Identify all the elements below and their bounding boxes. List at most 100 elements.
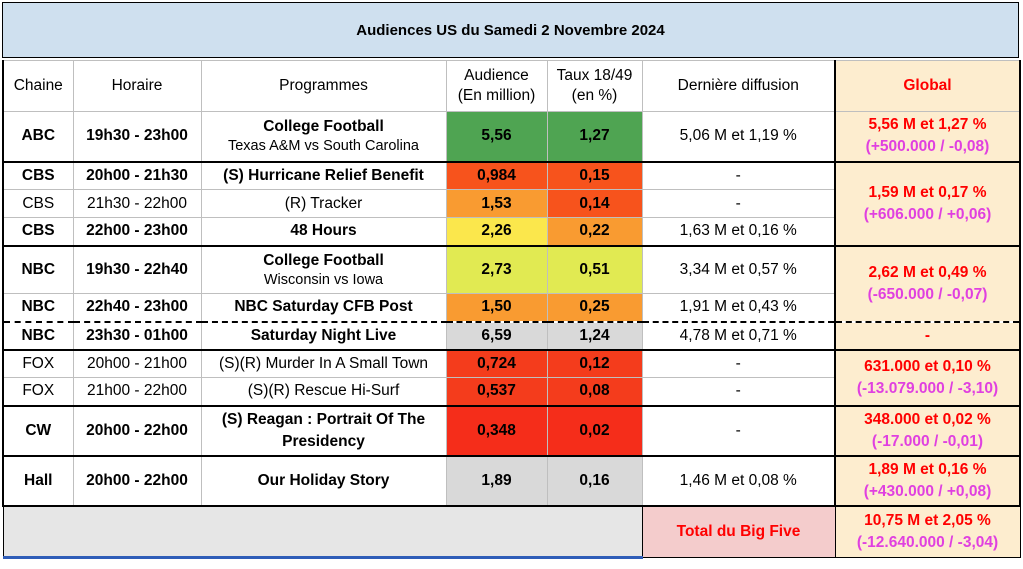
cell-derniere: 3,34 M et 0,57 %: [641, 245, 836, 294]
cell-taux: 1,24: [546, 320, 643, 351]
cell-derniere: 1,46 M et 0,08 %: [641, 455, 836, 507]
global-abc-delta: (+500.000 / -0,08): [865, 138, 990, 156]
cell-audience: 6,59: [445, 320, 548, 351]
cell-taux: 0,14: [546, 189, 643, 218]
cell-horaire: 20h00 - 22h00: [72, 455, 202, 507]
cell-horaire: 19h30 - 22h40: [72, 245, 202, 294]
cell-audience: 0,984: [445, 161, 548, 190]
header-derniere: Dernière diffusion: [641, 60, 836, 112]
cell-global-abc: 5,56 M et 1,27 % (+500.000 / -0,08): [834, 111, 1021, 163]
global-fox-delta: (-13.079.000 / -3,10): [856, 379, 999, 397]
cell-derniere: 1,91 M et 0,43 %: [641, 293, 836, 322]
global-fox-main: 631.000 et 0,10 %: [864, 357, 991, 375]
global-nbc-delta: (-650.000 / -0,07): [867, 285, 988, 303]
table-row: CBS 20h00 - 21h30 (S) Hurricane Relief B…: [2, 161, 1021, 247]
cell-audience: 0,537: [445, 377, 548, 407]
cell-taux: 0,08: [546, 377, 643, 407]
cell-chaine: CBS: [2, 161, 74, 190]
cell-programme: (S)(R) Rescue Hi-Surf: [200, 377, 447, 407]
cell-global-fox: 631.000 et 0,10 % (-13.079.000 / -3,10): [834, 349, 1021, 407]
header-audience-line1: Audience: [464, 67, 529, 84]
cell-programme: (S) Hurricane Relief Benefit: [200, 161, 447, 190]
header-programmes: Programmes: [200, 60, 447, 112]
cell-programme: (R) Tracker: [200, 189, 447, 218]
header-row: Chaine Horaire Programmes Audience (En mi…: [2, 60, 1021, 112]
cell-chaine: ABC: [2, 111, 74, 163]
cell-chaine: CBS: [2, 189, 74, 218]
cell-audience: 0,348: [445, 405, 548, 457]
footer-total-delta: (-12.640.000 / -3,04): [856, 533, 999, 551]
cell-global-nbc: 2,62 M et 0,49 % (-650.000 / -0,07): [834, 245, 1021, 322]
table-row: CBS 22h00 - 23h00 48 Hours 2,26 0,22 1,6…: [2, 217, 1020, 247]
footer-row: Total du Big Five 10,75 M et 2,05 % (-12.…: [2, 505, 1021, 559]
table-row: NBC 19h30 - 22h40 College Football Wiscon…: [2, 245, 1021, 322]
programme-subtitle: Wisconsin vs Iowa: [263, 271, 384, 288]
cell-programme: 48 Hours: [200, 217, 447, 247]
global-cbs-main: 1,59 M et 0,17 %: [868, 183, 987, 201]
cell-horaire: 21h00 - 22h00: [72, 377, 202, 407]
cell-horaire: 22h40 - 23h00: [72, 293, 202, 322]
cell-audience: 2,73: [445, 245, 548, 294]
audience-table: Chaine Horaire Programmes Audience (En mi…: [2, 60, 1021, 559]
sheet-title: Audiences US du Samedi 2 Novembre 2024: [2, 2, 1019, 58]
cell-chaine: FOX: [2, 349, 74, 378]
cell-chaine: FOX: [2, 377, 74, 407]
cell-taux: 0,51: [546, 245, 643, 294]
cell-audience: 1,89: [445, 455, 548, 507]
cell-global-hall: 1,89 M et 0,16 % (+430.000 / +0,08): [834, 455, 1021, 507]
cell-audience: 1,50: [445, 293, 548, 322]
cell-audience: 0,724: [445, 349, 548, 378]
cell-taux: 0,12: [546, 349, 643, 378]
header-taux-line2: (en %): [571, 87, 618, 104]
footer-total-label: Total du Big Five: [641, 505, 836, 558]
cell-chaine: NBC: [2, 293, 74, 322]
table-row: ABC 19h30 - 23h00 College Football Texas …: [2, 111, 1021, 163]
cell-derniere: -: [641, 189, 836, 218]
cell-derniere: -: [641, 349, 836, 378]
global-cw-main: 348.000 et 0,02 %: [864, 410, 991, 428]
cell-global-cw: 348.000 et 0,02 % (-17.000 / -0,01): [834, 405, 1021, 457]
cell-programme: (S) Reagan : Portrait Of The Presidency: [200, 405, 447, 457]
cell-derniere: -: [641, 377, 836, 407]
cell-chaine: Hall: [2, 455, 74, 507]
header-chaine: Chaine: [2, 60, 74, 112]
table-row: Hall 20h00 - 22h00 Our Holiday Story 1,8…: [2, 455, 1021, 507]
table-row: FOX 21h00 - 22h00 (S)(R) Rescue Hi-Surf …: [2, 377, 1020, 407]
footer-empty-area: [2, 505, 643, 559]
cell-taux: 0,02: [546, 405, 643, 457]
cell-programme: College Football Texas A&M vs South Carol…: [200, 111, 447, 163]
cell-derniere: 4,78 M et 0,71 %: [641, 320, 836, 351]
footer-total-value: 10,75 M et 2,05 % (-12.640.000 / -3,04): [834, 505, 1021, 558]
global-hall-main: 1,89 M et 0,16 %: [868, 460, 987, 478]
cell-programme: Saturday Night Live: [200, 320, 447, 351]
cell-taux: 0,15: [546, 161, 643, 190]
cell-global-snl: -: [834, 320, 1021, 351]
cell-horaire: 21h30 - 22h00: [72, 189, 202, 218]
cell-horaire: 20h00 - 22h00: [72, 405, 202, 457]
programme-title: College Football: [263, 251, 384, 269]
cell-programme: (S)(R) Murder In A Small Town: [200, 349, 447, 378]
header-taux-line1: Taux 18/49: [556, 67, 633, 84]
footer-total-main: 10,75 M et 2,05 %: [864, 511, 991, 529]
cell-derniere: 1,63 M et 0,16 %: [641, 217, 836, 247]
cell-programme: NBC Saturday CFB Post: [200, 293, 447, 322]
cell-chaine: CBS: [2, 217, 74, 247]
cell-taux: 1,27: [546, 111, 643, 163]
header-horaire: Horaire: [72, 60, 202, 112]
cell-programme: Our Holiday Story: [200, 455, 447, 507]
cell-audience: 5,56: [445, 111, 548, 163]
global-abc-main: 5,56 M et 1,27 %: [868, 116, 987, 134]
table-row: FOX 20h00 - 21h00 (S)(R) Murder In A Sma…: [2, 349, 1021, 407]
header-audience: Audience (En million): [445, 60, 548, 112]
cell-chaine: NBC: [2, 245, 74, 294]
programme-subtitle: Texas A&M vs South Carolina: [227, 138, 419, 155]
cell-programme: College Football Wisconsin vs Iowa: [200, 245, 447, 294]
cell-taux: 0,22: [546, 217, 643, 247]
cell-horaire: 20h00 - 21h30: [72, 161, 202, 190]
global-hall-delta: (+430.000 / +0,08): [863, 482, 992, 500]
global-cbs-delta: (+606.000 / +0,06): [863, 205, 992, 223]
cell-taux: 0,16: [546, 455, 643, 507]
cell-horaire: 23h30 - 01h00: [72, 320, 202, 351]
cell-horaire: 19h30 - 23h00: [72, 111, 202, 163]
